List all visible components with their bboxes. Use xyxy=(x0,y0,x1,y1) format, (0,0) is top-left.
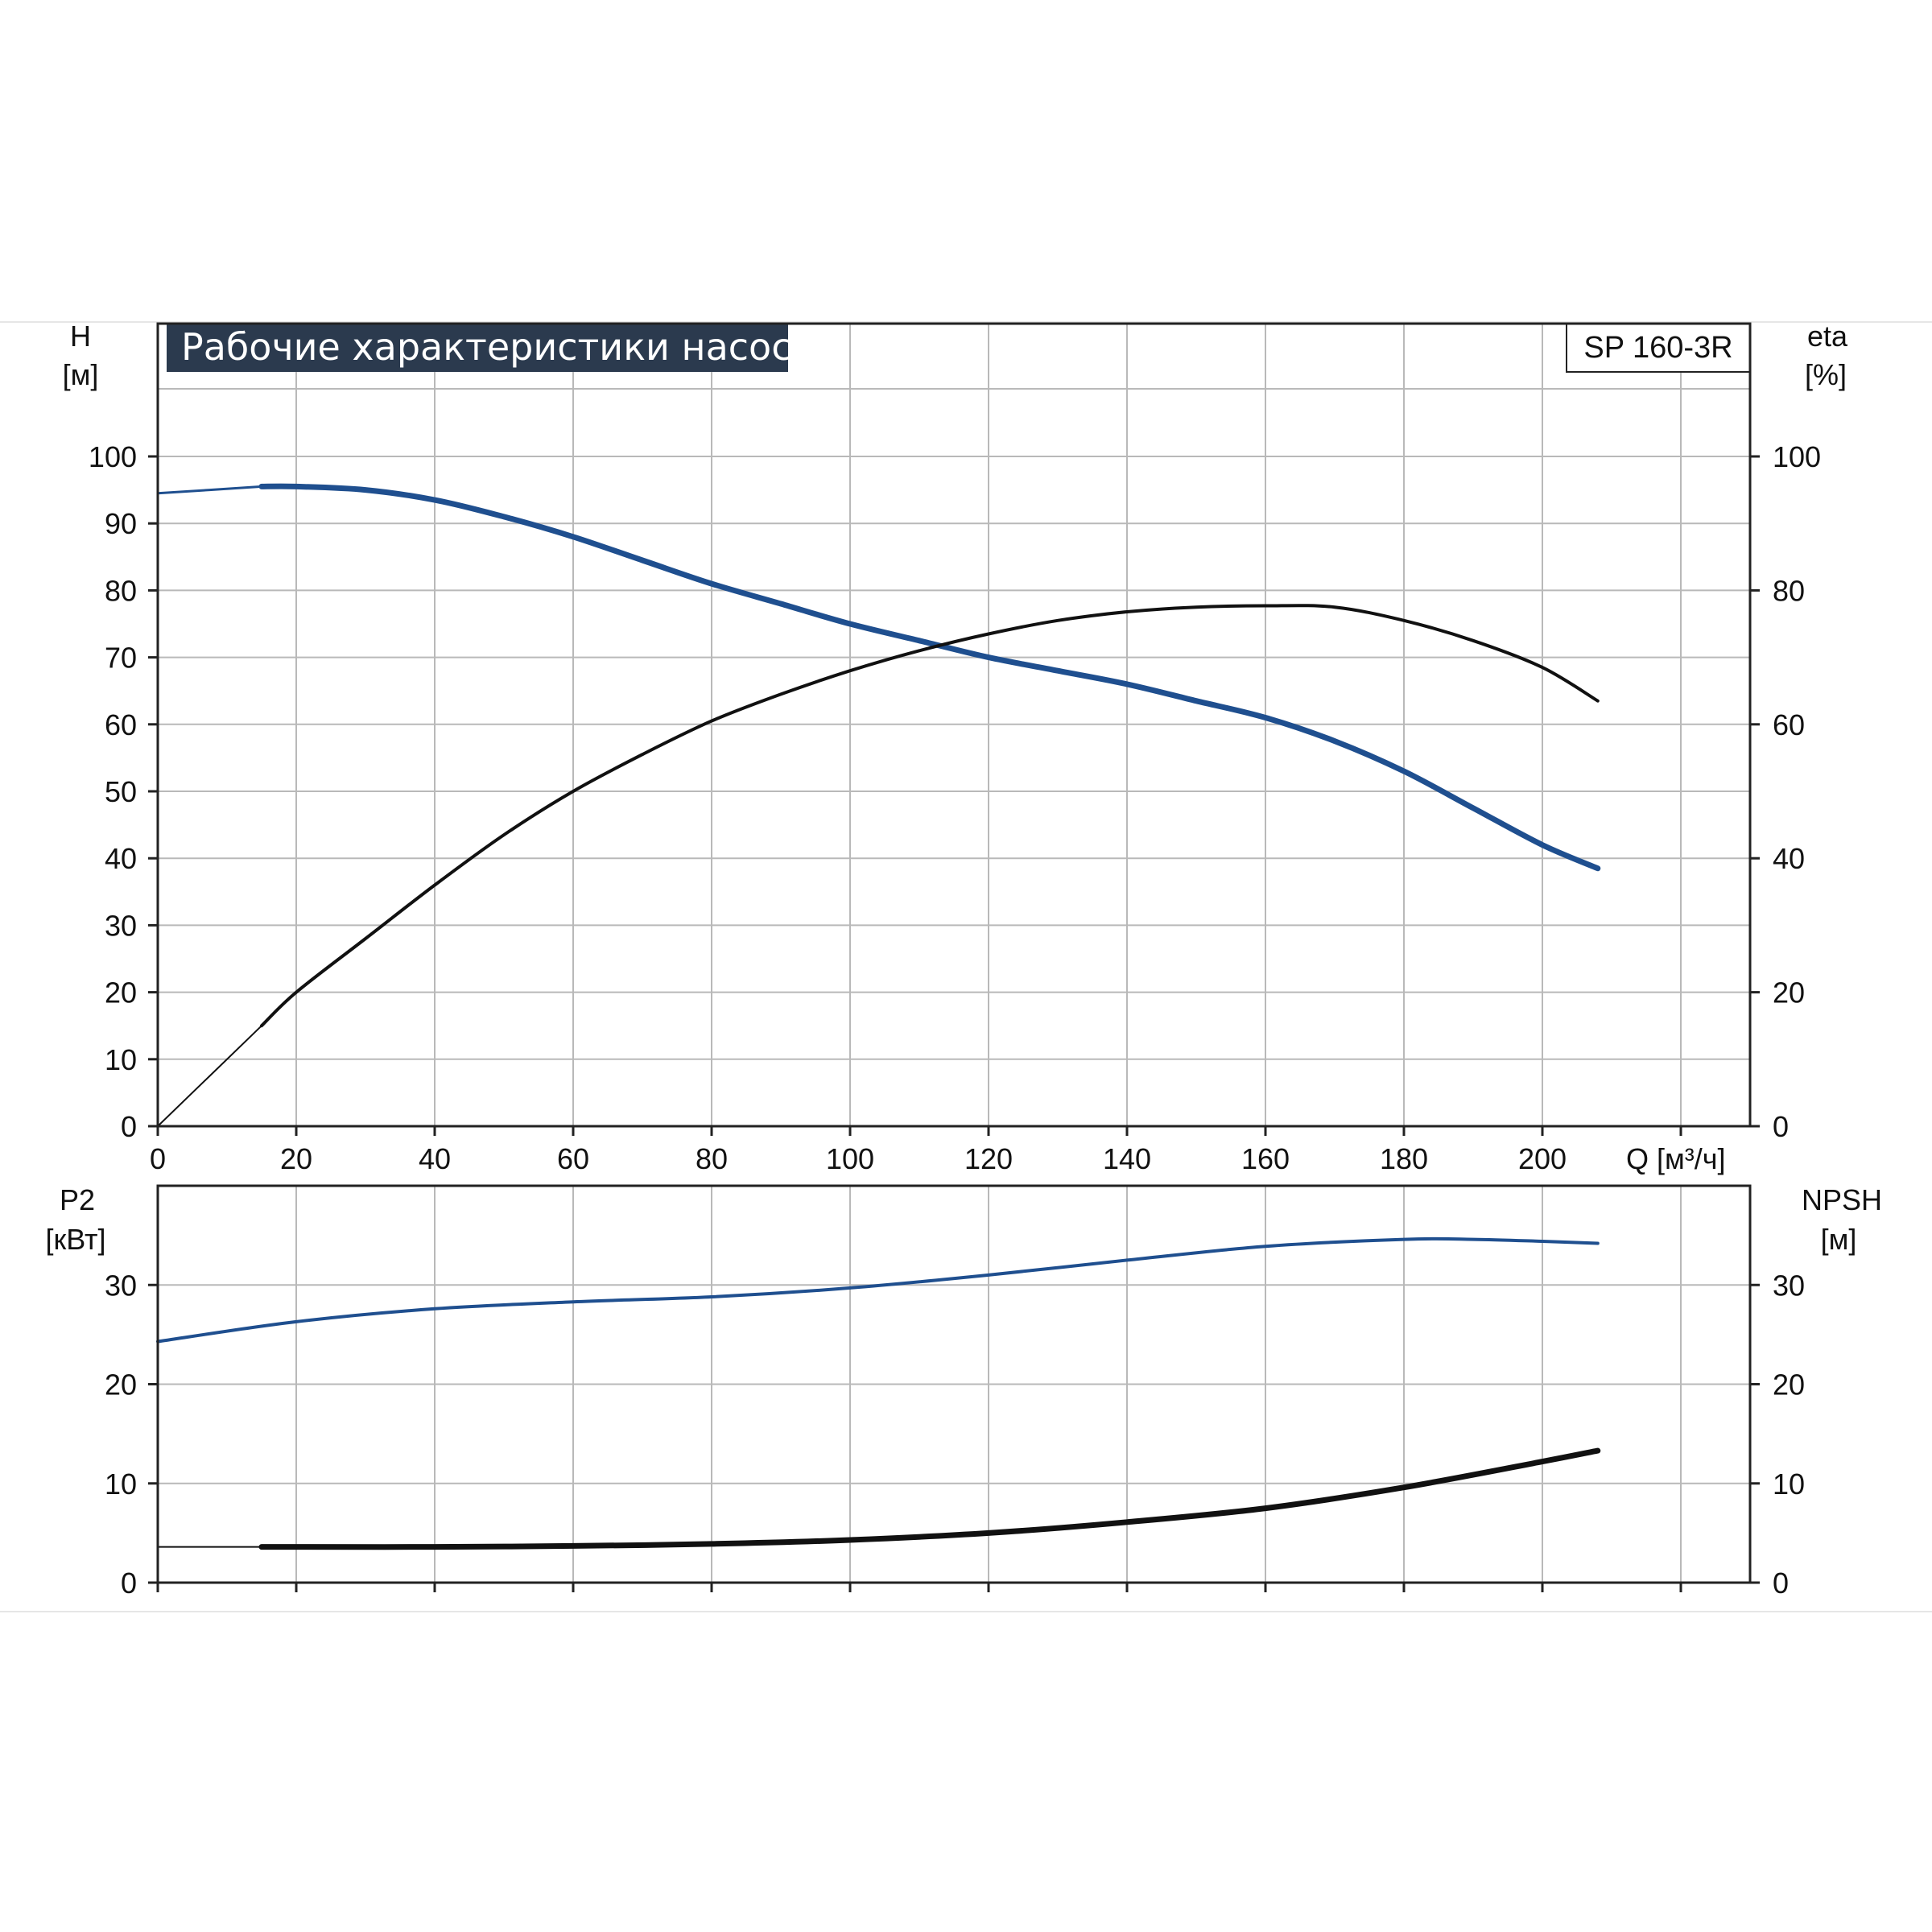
eta-tick-label: 20 xyxy=(1773,976,1805,1009)
q-tick-label: 180 xyxy=(1380,1142,1428,1175)
q-tick-label: 40 xyxy=(419,1142,451,1175)
h-curve xyxy=(258,483,1601,872)
eta-axis-unit: [%] xyxy=(1805,358,1847,391)
p2-tick-label: 30 xyxy=(105,1269,137,1302)
p2-tick-label: 20 xyxy=(105,1368,137,1402)
p2-axis-label: P2 xyxy=(60,1183,95,1216)
h-tick-label: 20 xyxy=(105,976,137,1009)
h-axis-label: H xyxy=(70,320,91,353)
eta-tick-label: 60 xyxy=(1773,708,1805,741)
p2-tick-label: 0 xyxy=(121,1567,137,1600)
eta-tick-label: 80 xyxy=(1773,574,1805,607)
h-tick-label: 100 xyxy=(89,440,137,473)
npsh-axis-label: NPSH xyxy=(1802,1183,1882,1216)
h-tick-label: 70 xyxy=(105,642,137,675)
q-tick-label: 160 xyxy=(1241,1142,1290,1175)
eta-axis-label: eta xyxy=(1807,320,1848,353)
bottom-panel-grid xyxy=(158,1186,1750,1583)
bottom-panel-ticks: 0 10 20 30 0 10 20 30 xyxy=(105,1269,1805,1600)
chart-title: Рабочие характеристики насоса xyxy=(181,325,815,369)
h-tick-label: 60 xyxy=(105,708,137,741)
title-banner xyxy=(167,324,788,372)
q-tick-label: 120 xyxy=(964,1142,1013,1175)
q-tick-label: 20 xyxy=(280,1142,312,1175)
q-axis-label: Q [м³/ч] xyxy=(1626,1142,1726,1175)
npsh-tick-label: 0 xyxy=(1773,1567,1789,1600)
eta-curve-extension xyxy=(157,1025,262,1127)
h-tick-label: 90 xyxy=(105,507,137,540)
h-tick-label: 50 xyxy=(105,775,137,808)
q-tick-label: 0 xyxy=(150,1142,166,1175)
top-panel-curves xyxy=(157,483,1601,1127)
p2-axis-unit: [кВт] xyxy=(45,1223,105,1256)
npsh-tick-label: 20 xyxy=(1773,1368,1805,1402)
q-tick-label: 100 xyxy=(826,1142,874,1175)
h-tick-label: 0 xyxy=(121,1110,137,1143)
eta-tick-label: 0 xyxy=(1773,1110,1789,1143)
p2-tick-label: 10 xyxy=(105,1468,137,1501)
h-tick-label: 80 xyxy=(105,574,137,607)
q-tick-label: 140 xyxy=(1103,1142,1151,1175)
npsh-curve xyxy=(258,1447,1601,1550)
h-tick-label: 40 xyxy=(105,842,137,875)
model-label: SP 160-3R xyxy=(1583,331,1732,365)
h-tick-label: 10 xyxy=(105,1043,137,1076)
top-panel-grid xyxy=(158,324,1750,1126)
h-tick-label: 30 xyxy=(105,909,137,942)
h-curve-extension xyxy=(157,485,262,495)
eta-curve xyxy=(260,604,1600,1028)
eta-tick-label: 100 xyxy=(1773,440,1821,473)
h-axis-unit: [м] xyxy=(63,358,99,391)
q-tick-label: 80 xyxy=(696,1142,728,1175)
q-tick-label: 60 xyxy=(557,1142,589,1175)
top-panel-ticks: 0 10 20 30 40 50 60 70 80 90 100 0 20 40 60 80 100 0 20 40 6… xyxy=(89,440,1821,1175)
p2-curve xyxy=(156,1236,1600,1344)
q-tick-label: 200 xyxy=(1518,1142,1567,1175)
npsh-tick-label: 30 xyxy=(1773,1269,1805,1302)
eta-tick-label: 40 xyxy=(1773,842,1805,875)
npsh-tick-label: 10 xyxy=(1773,1468,1805,1501)
npsh-axis-unit: [м] xyxy=(1821,1223,1857,1256)
bottom-panel-curves xyxy=(156,1236,1601,1550)
